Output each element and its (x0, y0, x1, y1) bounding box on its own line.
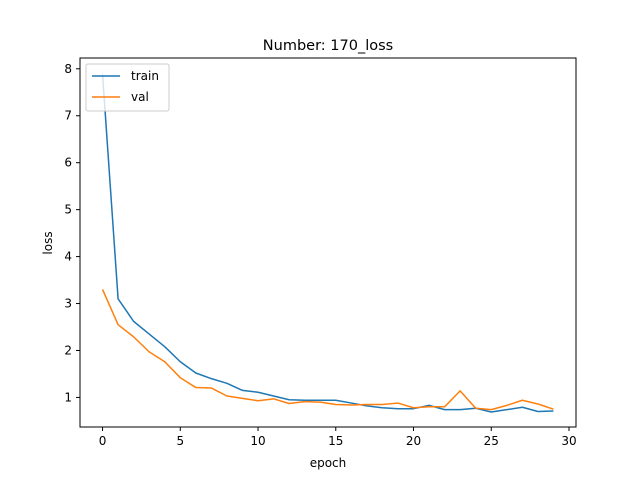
series-line-val (101, 289, 554, 411)
x-tick-label: 25 (484, 434, 499, 448)
y-tick-label: 8 (64, 62, 72, 76)
x-tick-label: 10 (250, 434, 265, 448)
x-tick-label: 30 (561, 434, 576, 448)
x-axis-label: epoch (310, 456, 347, 470)
plot-frame (79, 57, 577, 428)
x-tick-label: 5 (176, 434, 184, 448)
x-tick-label: 15 (328, 434, 343, 448)
y-axis-label: loss (41, 231, 55, 254)
x-axis: 0 5 10 15 20 25 30 (99, 427, 577, 448)
x-tick-label: 20 (406, 434, 421, 448)
y-tick-label: 6 (64, 156, 72, 170)
plot-area (80, 58, 576, 427)
x-tick-label: 0 (99, 434, 107, 448)
y-tick-label: 4 (64, 250, 72, 264)
legend-label-train: train (131, 69, 159, 83)
legend-label-val: val (131, 90, 149, 104)
series-lines (101, 74, 554, 413)
chart-title: Number: 170_loss (263, 38, 393, 54)
y-tick-label: 1 (64, 390, 72, 404)
y-tick-label: 5 (64, 203, 72, 217)
y-tick-label: 2 (64, 343, 72, 357)
y-axis: 1 2 3 4 5 6 7 8 (64, 62, 80, 404)
legend: train val (85, 63, 170, 112)
y-tick-label: 3 (64, 297, 72, 311)
y-tick-label: 7 (64, 109, 72, 123)
